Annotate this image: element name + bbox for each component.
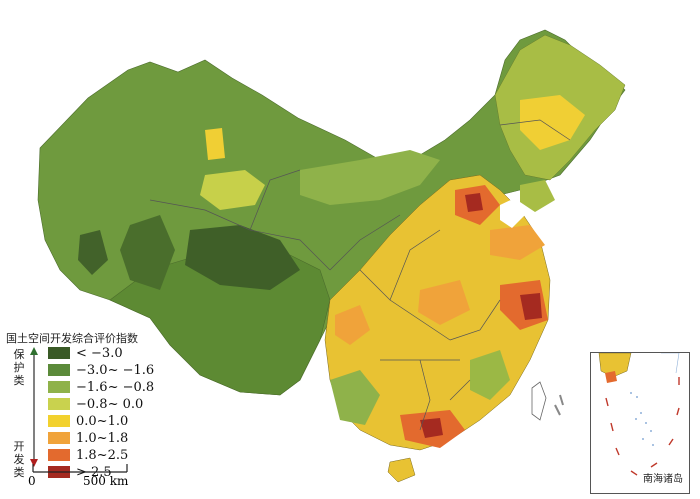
legend-axis-protect: 保 护 类 xyxy=(12,348,26,387)
inset-map xyxy=(598,352,680,476)
scale-bar-line xyxy=(32,464,128,473)
legend-item: 1.0~1.8 xyxy=(48,430,129,446)
hainan-island xyxy=(387,457,416,483)
region-liaodong xyxy=(520,180,555,212)
axis-char: 保 xyxy=(13,348,25,361)
south-china-sea-inset: 南海诸岛 xyxy=(590,352,690,494)
legend-item: −0.8~ 0.0 xyxy=(48,396,144,412)
province-borders xyxy=(149,119,571,431)
hotspot-shandong xyxy=(490,225,545,260)
map-legend: 国土空间开发综合评价指数 保 护 类 开 发 类 < −3.0 −3.0~ −1… xyxy=(6,330,196,480)
region-inner-mongolia xyxy=(300,150,440,205)
axis-char: 类 xyxy=(13,466,25,479)
region-xinjiang-dark xyxy=(120,215,175,290)
legend-swatch xyxy=(48,415,70,427)
taiwan-island xyxy=(531,381,547,421)
legend-swatch xyxy=(48,381,70,393)
legend-swatch xyxy=(48,398,70,410)
axis-char: 发 xyxy=(13,453,25,466)
legend-title: 国土空间开发综合评价指数 xyxy=(6,332,138,345)
legend-item: −3.0~ −1.6 xyxy=(48,362,155,378)
legend-label: −3.0~ −1.6 xyxy=(76,362,155,378)
legend-item: < −3.0 xyxy=(48,345,123,361)
legend-label: −1.6~ −0.8 xyxy=(76,379,155,395)
legend-swatch xyxy=(48,347,70,359)
inset-label: 南海诸岛 xyxy=(643,474,683,485)
scale-label: 500 km xyxy=(83,474,129,488)
axis-char: 类 xyxy=(13,374,25,387)
legend-label: 0.0~1.0 xyxy=(76,413,129,429)
legend-label: −0.8~ 0.0 xyxy=(76,396,144,412)
region-northeast-yellow xyxy=(520,95,585,150)
coastal-boundary xyxy=(554,404,561,416)
legend-axis-develop: 开 发 类 xyxy=(12,440,26,479)
hotspot-shanghai-core xyxy=(520,293,542,320)
region-qinghai-dark xyxy=(185,225,300,290)
coastal-boundary-2 xyxy=(559,394,564,406)
legend-label: 1.8~2.5 xyxy=(76,447,129,463)
axis-char: 开 xyxy=(13,440,25,453)
region-tarim-light xyxy=(200,170,265,210)
legend-item: 1.8~2.5 xyxy=(48,447,129,463)
axis-char: 护 xyxy=(13,361,25,374)
scale-bar: 0 500 km xyxy=(28,462,128,492)
hotspot-guangzhou-core xyxy=(420,418,443,438)
scale-zero: 0 xyxy=(28,474,36,488)
legend-label: 1.0~1.8 xyxy=(76,430,129,446)
legend-swatch xyxy=(48,449,70,461)
hotspot-sichuan xyxy=(335,305,370,345)
region-fujian-green xyxy=(470,350,510,400)
bohai-sea xyxy=(500,198,525,228)
legend-swatch xyxy=(48,432,70,444)
legend-label: < −3.0 xyxy=(76,345,123,361)
legend-arrow xyxy=(30,347,38,467)
hotspot-central xyxy=(418,280,470,325)
region-yellow-patch xyxy=(205,128,225,160)
legend-item: −1.6~ −0.8 xyxy=(48,379,155,395)
hotspot-beijing-core xyxy=(465,193,483,212)
region-east-dark xyxy=(78,230,108,275)
legend-swatch xyxy=(48,364,70,376)
region-southwest-green xyxy=(330,370,380,425)
legend-item: 0.0~1.0 xyxy=(48,413,129,429)
